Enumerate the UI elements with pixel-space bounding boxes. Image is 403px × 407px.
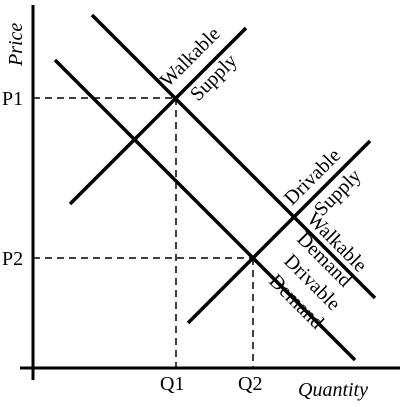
walkable-demand bbox=[90, 13, 377, 300]
price-label: P2 bbox=[2, 248, 23, 270]
y-axis-label: Price bbox=[5, 23, 27, 67]
price-label: P1 bbox=[2, 88, 23, 110]
x-axis-label: Quantity bbox=[298, 379, 368, 401]
quantity-label: Q2 bbox=[238, 373, 262, 395]
walkable-supply bbox=[68, 26, 248, 206]
drivable-supply bbox=[186, 139, 372, 325]
drivable-demand bbox=[53, 58, 357, 362]
quantity-label: Q1 bbox=[160, 373, 184, 395]
